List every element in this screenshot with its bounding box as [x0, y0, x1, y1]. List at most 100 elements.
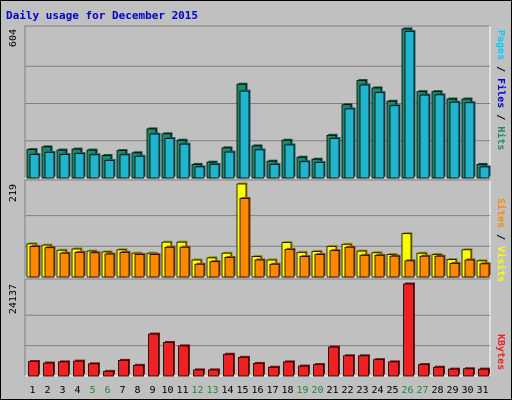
bar-kbytes-26 — [403, 282, 415, 377]
bar-kbytes-24 — [373, 358, 385, 377]
bar-kbytes-14 — [223, 352, 235, 377]
bar-sites-30 — [464, 258, 476, 278]
bar-files-29 — [449, 100, 461, 179]
bar-kbytes-31 — [478, 367, 490, 377]
bar-kbytes-6 — [103, 369, 115, 377]
xtick-label-1: 1 — [29, 385, 35, 396]
bar-sites-14 — [224, 255, 236, 278]
bar-sites-4 — [74, 250, 86, 278]
xtick-label-7: 7 — [119, 385, 125, 396]
bar-files-16 — [254, 148, 266, 179]
bar-files-24 — [374, 91, 386, 179]
bar-kbytes-20 — [313, 363, 325, 377]
legend-sites: Sites — [495, 198, 507, 228]
bar-kbytes-27 — [418, 363, 430, 377]
xtick-label-18: 18 — [281, 385, 293, 396]
bar-files-1 — [29, 153, 41, 179]
bar-sites-7 — [119, 250, 131, 278]
bar-kbytes-9 — [148, 332, 160, 377]
bar-sites-24 — [374, 253, 386, 278]
bar-files-31 — [479, 165, 491, 179]
bar-sites-1 — [29, 244, 41, 278]
bar-sites-2 — [44, 246, 56, 278]
xtick-label-22: 22 — [341, 385, 353, 396]
bar-files-14 — [224, 150, 236, 179]
bar-sites-27 — [419, 254, 431, 278]
bar-sites-3 — [59, 251, 71, 278]
bar-sites-13 — [209, 260, 221, 278]
bar-sites-28 — [434, 254, 446, 278]
bar-files-19 — [299, 160, 311, 179]
bar-sites-5 — [89, 251, 101, 278]
bar-kbytes-28 — [433, 365, 445, 377]
bar-kbytes-2 — [43, 361, 55, 377]
bar-files-28 — [434, 93, 446, 179]
xtick-label-14: 14 — [221, 385, 233, 396]
bar-files-30 — [464, 101, 476, 179]
bar-files-7 — [119, 153, 131, 179]
bar-sites-6 — [104, 252, 116, 278]
legend-kbytes: KBytes — [495, 334, 506, 370]
bar-sites-12 — [194, 262, 206, 278]
bar-sites-18 — [284, 247, 296, 278]
bar-files-12 — [194, 165, 206, 179]
bar-sites-8 — [134, 252, 146, 278]
bar-kbytes-18 — [283, 360, 295, 377]
xtick-label-29: 29 — [446, 385, 458, 396]
bar-sites-26 — [404, 259, 416, 278]
bar-files-15 — [239, 89, 251, 179]
bar-files-6 — [104, 158, 116, 179]
bar-kbytes-23 — [358, 354, 370, 377]
bar-files-26 — [404, 29, 416, 179]
legend-files: Files — [495, 78, 507, 108]
bar-kbytes-30 — [463, 367, 475, 377]
ylabel-visits-max: 219 — [8, 184, 19, 202]
bar-files-13 — [209, 162, 221, 179]
bar-files-5 — [89, 153, 101, 179]
legend-pages: Pages — [495, 30, 506, 60]
xtick-label-25: 25 — [386, 385, 398, 396]
legend-kbytes: KBytes — [495, 334, 506, 370]
bar-files-3 — [59, 153, 71, 179]
xtick-label-26: 26 — [401, 385, 413, 396]
bar-kbytes-25 — [388, 360, 400, 377]
xtick-label-28: 28 — [431, 385, 443, 396]
bar-files-9 — [149, 132, 161, 179]
xtick-label-20: 20 — [311, 385, 323, 396]
xtick-label-6: 6 — [104, 385, 110, 396]
bar-sites-15 — [239, 196, 251, 278]
xtick-label-10: 10 — [161, 385, 173, 396]
legend-visits: Sites / Visits — [495, 198, 507, 282]
xtick-label-12: 12 — [191, 385, 203, 396]
bar-sites-11 — [179, 245, 191, 278]
xtick-label-23: 23 — [356, 385, 368, 396]
xtick-label-31: 31 — [476, 385, 488, 396]
ylabel-hits-max: 604 — [8, 29, 19, 47]
bar-kbytes-13 — [208, 368, 220, 377]
bar-kbytes-11 — [178, 344, 190, 377]
bar-sites-31 — [479, 262, 491, 278]
bar-sites-9 — [149, 252, 161, 278]
xtick-label-13: 13 — [206, 385, 218, 396]
bar-sites-19 — [299, 255, 311, 278]
bar-kbytes-22 — [343, 354, 355, 377]
panel-kbytes — [24, 278, 491, 377]
xtick-label-16: 16 — [251, 385, 263, 396]
bar-files-2 — [44, 150, 56, 179]
xtick-label-8: 8 — [134, 385, 140, 396]
xtick-label-27: 27 — [416, 385, 428, 396]
bar-kbytes-21 — [328, 345, 340, 377]
bar-sites-22 — [344, 245, 356, 278]
xtick-label-4: 4 — [74, 385, 80, 396]
xtick-label-30: 30 — [461, 385, 473, 396]
bar-kbytes-7 — [118, 358, 130, 377]
bar-sites-10 — [164, 245, 176, 278]
xtick-label-17: 17 — [266, 385, 278, 396]
xtick-label-2: 2 — [44, 385, 50, 396]
bar-kbytes-5 — [88, 362, 100, 377]
bar-sites-21 — [329, 249, 341, 278]
bar-files-4 — [74, 152, 86, 179]
ylabel-kbytes-max: 24137 — [8, 284, 19, 314]
xtick-label-19: 19 — [296, 385, 308, 396]
